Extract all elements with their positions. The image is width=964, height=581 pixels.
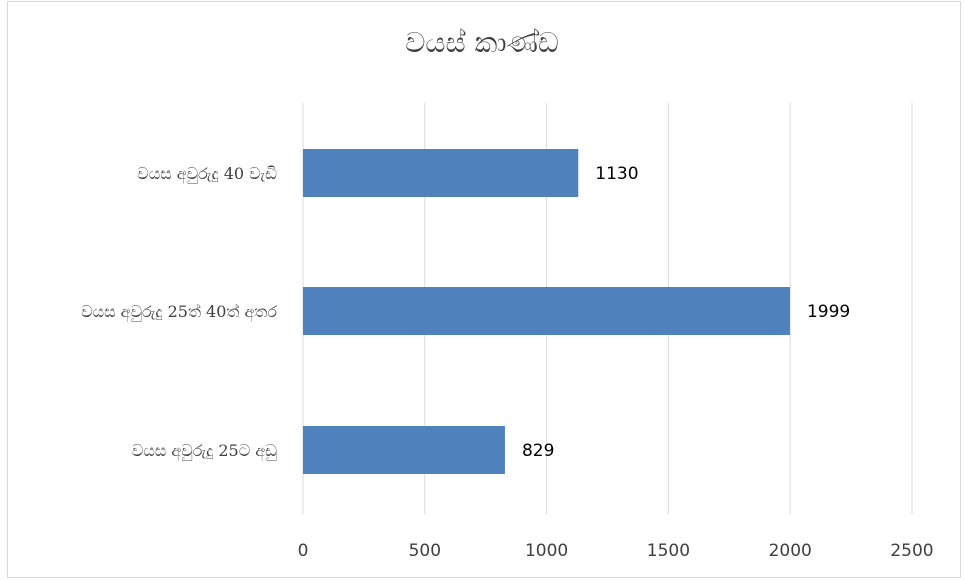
x-tick-label: 2000: [769, 541, 812, 561]
data-label: 1999: [807, 302, 850, 322]
x-tick-label: 500: [409, 541, 441, 561]
data-label: 1130: [595, 164, 638, 184]
x-tick-label: 1500: [647, 541, 690, 561]
bar: [303, 149, 579, 197]
chart-title: වයස් කාණ්ඩ: [405, 26, 559, 59]
data-label: 829: [522, 441, 554, 461]
bar: [303, 287, 790, 335]
x-tick-label: 2500: [890, 541, 933, 561]
x-tick-label: 0: [298, 541, 309, 561]
category-label: වයස අවුරුදු 25ට අඩු: [132, 441, 277, 461]
category-label: වයස අවුරුදු 25ත් 40ත් අතර: [81, 302, 277, 322]
bar: [303, 426, 505, 474]
category-label: වයස අවුරුදු 40 වැඩි: [137, 164, 277, 184]
x-tick-label: 1000: [525, 541, 568, 561]
